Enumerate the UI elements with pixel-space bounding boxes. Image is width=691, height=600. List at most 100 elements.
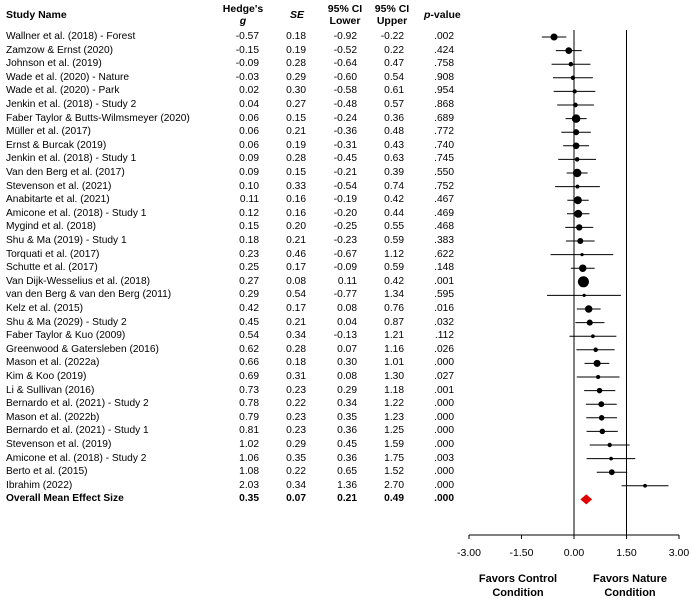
p-value: .000 [434,439,454,450]
effect-point [593,347,598,353]
g-value: 0.42 [239,303,259,314]
study-name: Jenkin et al. (2018) - Study 1 [6,153,137,165]
g-value: 2.03 [239,479,259,491]
effect-point [568,61,574,67]
g-value: 0.45 [239,316,259,328]
effect-point [580,253,584,257]
se-value: 0.18 [286,31,306,42]
lower-value: 1.36 [337,479,357,491]
study-name: Zamzow & Ernst (2020) [6,44,114,56]
study-name: Mygind et al. (2018) [6,221,97,233]
effect-point [598,415,605,421]
se-value: 0.17 [286,262,306,274]
study-name: Greenwood & Gatersleben (2016) [6,343,159,355]
se-value: 0.23 [286,425,306,437]
effect-point [596,387,603,394]
study-name: Anabitarte et al. (2021) [6,194,110,206]
lower-value: 0.07 [337,343,357,355]
upper-value: 0.59 [384,235,404,246]
upper-value: 1.12 [384,248,404,260]
upper-value: 0.42 [384,194,404,206]
study-name: Schutte et al. (2017) [6,262,98,274]
lower-value: -0.67 [333,248,357,260]
study-name: Shu & Ma (2019) - Study 1 [6,235,127,246]
study-name: Shu & Ma (2029) - Study 2 [6,316,127,328]
g-value: 0.81 [239,425,259,437]
effect-point [599,428,606,435]
study-name: Jenkin et al. (2018) - Study 2 [6,99,137,110]
header-lower: 95% CI Lower [322,3,368,27]
study-name: Mason et al. (2022b) [6,411,100,423]
effect-point [572,168,582,178]
g-value: 0.06 [239,112,259,124]
lower-value: 0.65 [337,466,357,478]
lower-value: -0.19 [333,194,357,206]
effect-point [571,114,581,123]
effect-point [593,359,601,367]
p-value: .758 [434,58,454,70]
p-value: .000 [434,411,454,423]
upper-value: 1.23 [384,411,404,423]
se-value: 0.17 [286,303,306,314]
overall-diamond [580,494,593,505]
effect-point [608,469,615,476]
upper-value: 0.54 [384,71,404,83]
header-study: Study Name [6,9,67,21]
g-value: 0.25 [239,262,259,274]
x-tick-label: 0.00 [564,547,585,559]
upper-value: 0.59 [384,262,404,274]
se-value: 0.18 [286,357,306,369]
study-name: Müller et al. (2017) [6,126,91,138]
header-p: p-value [424,9,461,21]
p-value: .954 [434,85,454,97]
se-value: 0.31 [286,371,306,382]
effect-point [576,224,583,231]
lower-value: 0.08 [337,303,357,314]
header-lower-line2: Lower [329,15,361,27]
se-value: 0.29 [286,71,306,83]
p-value: .689 [434,112,454,124]
study-name: Van Dijk-Wesselius et al. (2018) [6,275,151,287]
effect-point [609,456,613,461]
effect-point [577,237,584,245]
p-value: .001 [434,384,454,396]
p-value: .550 [434,167,454,178]
se-value: 0.34 [286,330,306,342]
p-value: .000 [434,357,454,369]
study-name: Amicone et al. (2018) - Study 2 [6,452,147,464]
overall-lower-value: 0.21 [337,493,357,505]
g-value: 0.66 [239,357,259,369]
favors-control-label-line2: Condition [492,587,544,599]
lower-value: 0.36 [337,425,357,437]
effect-point [550,33,558,41]
p-value: .148 [434,262,454,274]
p-value: .745 [434,153,454,165]
lower-value: -0.24 [333,112,357,124]
p-value: .002 [434,31,454,42]
upper-value: -0.22 [380,31,404,42]
upper-value: 0.61 [384,85,404,97]
se-value: 0.21 [286,235,306,246]
study-name: Li & Sullivan (2016) [6,384,95,396]
g-value: 0.06 [239,139,259,151]
p-value: .001 [434,275,454,287]
se-value: 0.15 [286,167,306,178]
lower-value: -0.45 [333,153,357,165]
g-value: 0.10 [239,180,259,192]
upper-value: 1.16 [384,343,404,355]
header-upper-line2: Upper [376,15,408,27]
upper-value: 0.76 [384,303,404,314]
g-value: 1.02 [239,439,259,450]
study-name: Faber Taylor & Butts-Wilmsmeyer (2020) [6,112,190,124]
lower-value: 0.08 [337,371,357,382]
study-name: Mason et al. (2022a) [6,357,100,369]
upper-value: 0.42 [384,275,404,287]
effect-point [582,293,586,297]
g-value: 0.54 [239,330,259,342]
p-value: .740 [434,139,454,151]
se-value: 0.22 [286,466,306,478]
upper-value: 1.34 [384,289,404,301]
lower-value: -0.58 [333,85,357,97]
